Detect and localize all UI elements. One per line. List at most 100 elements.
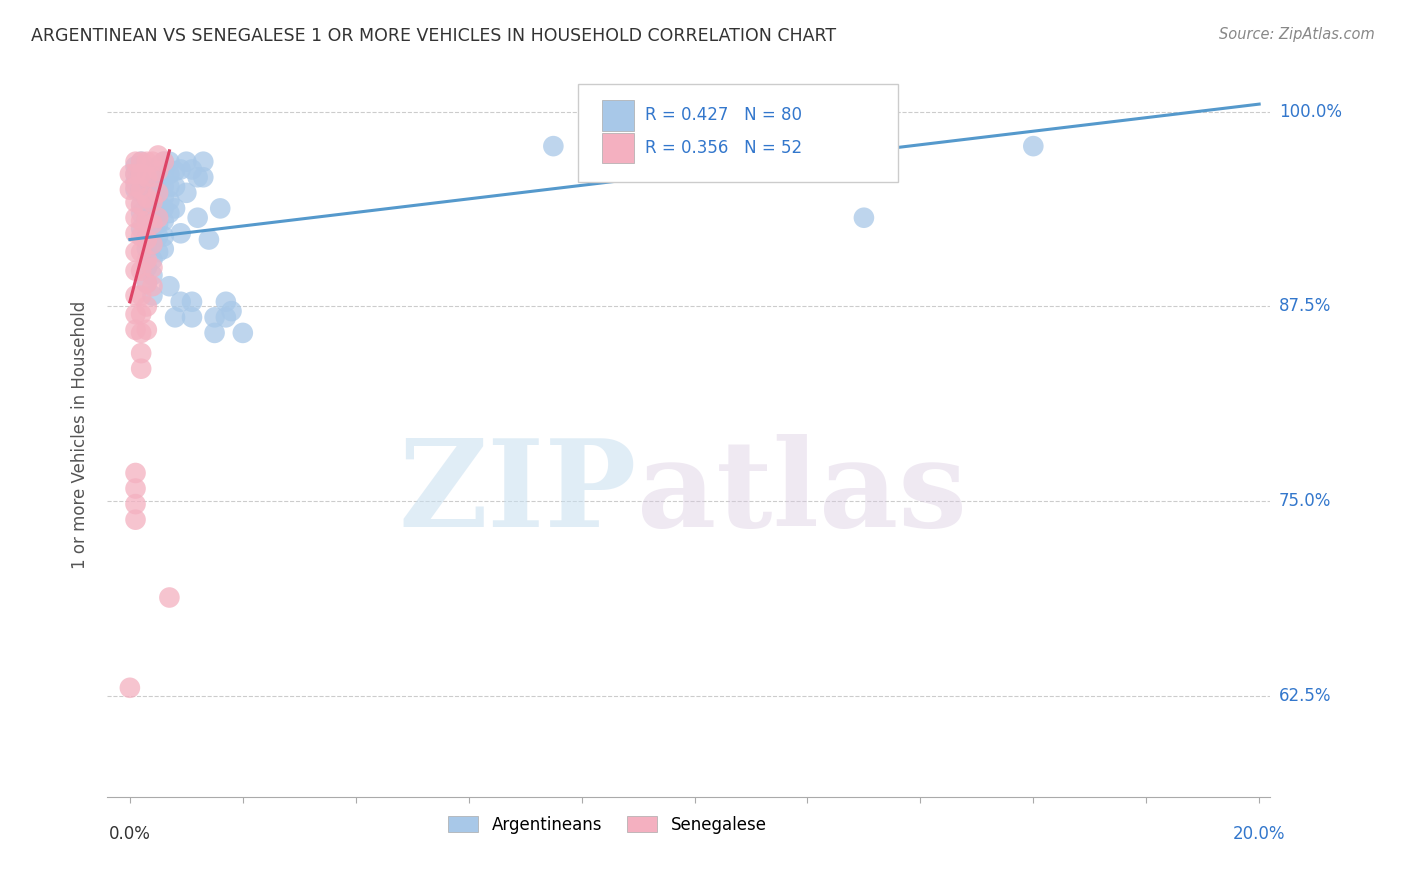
Y-axis label: 1 or more Vehicles in Household: 1 or more Vehicles in Household (72, 301, 89, 569)
Point (146, 211, 169, 225)
Point (232, 326, 254, 340)
Point (181, 294, 204, 309)
Point (141, 237, 163, 252)
Point (129, 198, 152, 212)
Point (146, 229, 169, 244)
Point (135, 323, 157, 337)
Point (187, 211, 209, 225)
Point (146, 244, 169, 259)
Point (152, 242, 174, 256)
Point (141, 288, 163, 302)
Point (129, 154, 152, 169)
Point (135, 242, 157, 256)
Point (124, 244, 146, 259)
Point (124, 513, 146, 527)
Point (221, 304, 243, 318)
Point (141, 260, 163, 275)
Point (129, 361, 152, 376)
Point (215, 294, 238, 309)
Point (157, 279, 180, 293)
Point (852, 211, 875, 225)
Point (157, 167, 180, 181)
Point (152, 190, 174, 204)
Point (1022, 139, 1045, 153)
Point (124, 307, 146, 321)
Point (141, 198, 163, 212)
Point (157, 179, 180, 194)
Point (187, 170, 209, 185)
Point (124, 323, 146, 337)
Point (129, 307, 152, 321)
Point (135, 276, 157, 290)
Point (118, 183, 141, 197)
Point (124, 167, 146, 181)
Text: atlas: atlas (637, 434, 966, 552)
Point (141, 217, 163, 231)
Point (215, 310, 238, 325)
FancyBboxPatch shape (602, 133, 634, 163)
Point (198, 233, 221, 247)
Point (170, 294, 193, 309)
Text: 87.5%: 87.5% (1279, 297, 1331, 316)
Point (118, 681, 141, 695)
Point (129, 244, 152, 259)
Point (141, 237, 163, 252)
Point (209, 202, 232, 216)
Point (129, 346, 152, 360)
Point (152, 179, 174, 194)
Point (152, 154, 174, 169)
Point (146, 217, 169, 231)
Point (157, 154, 180, 169)
Point (135, 300, 157, 314)
Point (170, 162, 193, 177)
Text: 75.0%: 75.0% (1279, 492, 1331, 510)
Point (129, 183, 152, 197)
Point (193, 170, 215, 185)
Point (146, 183, 169, 197)
Text: 20.0%: 20.0% (1233, 825, 1285, 843)
Point (129, 167, 152, 181)
Point (129, 214, 152, 228)
Text: 62.5%: 62.5% (1279, 687, 1331, 705)
Point (141, 195, 163, 210)
Point (129, 221, 152, 235)
Point (135, 217, 157, 231)
Point (157, 194, 180, 208)
Point (135, 170, 157, 185)
Text: 100.0%: 100.0% (1279, 103, 1341, 121)
Point (146, 195, 169, 210)
Point (135, 164, 157, 178)
Point (170, 227, 193, 241)
Point (135, 190, 157, 204)
Point (135, 229, 157, 244)
Point (135, 186, 157, 200)
Point (124, 167, 146, 181)
Point (146, 164, 169, 178)
Point (141, 154, 163, 169)
Point (181, 310, 204, 325)
Text: R = 0.356   N = 52: R = 0.356 N = 52 (645, 138, 801, 156)
Point (135, 214, 157, 228)
Point (152, 229, 174, 244)
Point (129, 326, 152, 340)
Point (129, 198, 152, 212)
Point (543, 139, 565, 153)
Point (141, 221, 163, 235)
Point (124, 195, 146, 210)
Point (146, 148, 169, 162)
Point (152, 202, 174, 216)
Point (204, 310, 226, 325)
Point (124, 160, 146, 174)
Point (165, 179, 187, 194)
Point (146, 186, 169, 200)
Point (135, 260, 157, 275)
Point (124, 179, 146, 194)
Point (152, 214, 174, 228)
Point (129, 175, 152, 189)
Point (135, 276, 157, 290)
Point (135, 175, 157, 189)
Point (124, 482, 146, 496)
Text: Source: ZipAtlas.com: Source: ZipAtlas.com (1219, 27, 1375, 42)
Point (176, 154, 198, 169)
Point (152, 167, 174, 181)
